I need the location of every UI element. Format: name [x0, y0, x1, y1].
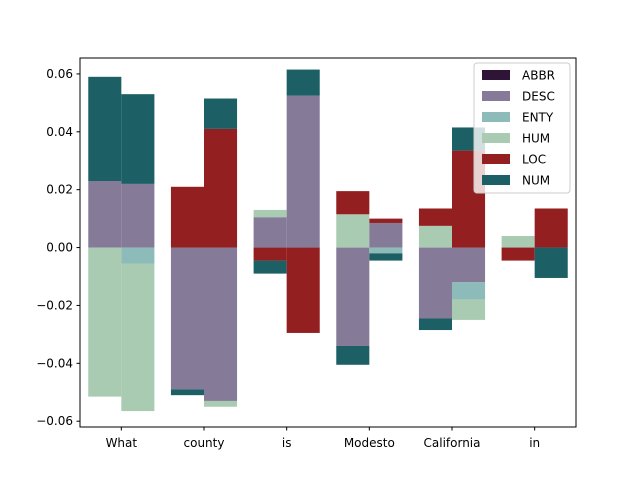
bar-segment-loc-is-1 — [253, 247, 287, 261]
bar-segment-desc-modesto-2 — [369, 222, 403, 248]
bar-segment-loc-modesto-1 — [336, 191, 370, 215]
legend-label-hum: HUM — [522, 132, 550, 146]
bar-segment-num-what-2 — [121, 94, 155, 184]
x-tick-label: Modesto — [344, 436, 395, 450]
legend-label-abbr: ABBR — [522, 69, 555, 83]
bar-segment-num-county-2 — [204, 98, 238, 129]
bar-segment-desc-california-2 — [452, 247, 486, 283]
bar-segment-desc-county-1 — [170, 247, 204, 390]
bar-segment-num-is-1 — [253, 260, 287, 274]
bar-segment-hum-county-2 — [204, 400, 238, 407]
plot-frame — [79, 57, 577, 428]
legend-label-loc: LOC — [522, 153, 546, 167]
bar-segment-hum-modesto-1 — [336, 214, 370, 248]
bar-segment-desc-california-1 — [418, 247, 452, 319]
bar-segment-loc-county-2 — [204, 128, 238, 248]
bars-layer — [88, 69, 568, 412]
legend: ABBR DESC ENTY HUM LOC NUM — [473, 62, 571, 194]
bar-segment-hum-what-2 — [121, 263, 155, 412]
bar-segment-desc-what-2 — [121, 183, 155, 248]
legend-swatch-desc — [482, 91, 510, 101]
y-tick-label: −0.02 — [36, 298, 73, 312]
x-tick-label: county — [184, 436, 225, 450]
bar-segment-num-modesto-2 — [369, 253, 403, 261]
bar-segment-loc-county-1 — [170, 186, 204, 248]
x-tick-label: What — [106, 436, 138, 450]
bar-segment-num-in-2 — [534, 247, 568, 278]
y-tick-label: −0.04 — [36, 356, 73, 370]
bar-segment-desc-is-2 — [286, 95, 320, 248]
bar-segment-loc-is-2 — [286, 247, 320, 333]
bar-segment-hum-in-1 — [501, 235, 535, 248]
legend-label-enty: ENTY — [522, 111, 554, 125]
legend-swatch-abbr — [482, 70, 510, 80]
y-tick-label: 0.04 — [46, 125, 73, 139]
y-tick-label: 0.02 — [46, 183, 73, 197]
x-axis: What county is Modesto California in — [106, 427, 540, 450]
bar-segment-num-modesto-1 — [336, 345, 370, 365]
y-tick-label: 0.06 — [46, 67, 73, 81]
bar-segment-desc-modesto-1 — [336, 247, 370, 346]
bar-segment-hum-what-1 — [88, 247, 122, 397]
bar-segment-loc-modesto-2 — [369, 218, 403, 223]
bar-segment-hum-california-2 — [452, 299, 486, 320]
y-tick-label: 0.00 — [46, 241, 73, 255]
bar-segment-loc-california-1 — [418, 208, 452, 226]
legend-swatch-loc — [482, 154, 510, 164]
y-tick-label: −0.06 — [36, 414, 73, 428]
bar-segment-desc-is-1 — [253, 217, 287, 248]
bar-segment-num-what-1 — [88, 76, 122, 181]
bar-segment-desc-county-2 — [204, 247, 238, 401]
legend-swatch-num — [482, 175, 510, 185]
bar-segment-enty-what-2 — [121, 247, 155, 264]
x-tick-label: California — [424, 436, 481, 450]
legend-swatch-enty — [482, 112, 510, 122]
bar-segment-num-is-2 — [286, 69, 320, 96]
bar-segment-enty-california-2 — [452, 282, 486, 300]
x-tick-label: in — [529, 436, 540, 450]
bar-segment-hum-is-1 — [253, 209, 287, 218]
legend-swatch-hum — [482, 133, 510, 143]
bar-segment-desc-what-1 — [88, 181, 122, 248]
bar-segment-num-california-1 — [418, 318, 452, 331]
legend-label-num: NUM — [522, 174, 550, 188]
x-tick-label: is — [282, 436, 292, 450]
bar-segment-enty-modesto-2 — [369, 247, 403, 254]
bar-segment-loc-in-2 — [534, 208, 568, 248]
bar-segment-num-county-1 — [170, 389, 204, 396]
bar-segment-loc-in-1 — [501, 247, 535, 261]
bar-segment-hum-california-1 — [418, 225, 452, 248]
legend-label-desc: DESC — [522, 90, 555, 104]
y-axis: −0.06 −0.04 −0.02 0.00 0.02 0.04 0.06 — [36, 67, 80, 428]
